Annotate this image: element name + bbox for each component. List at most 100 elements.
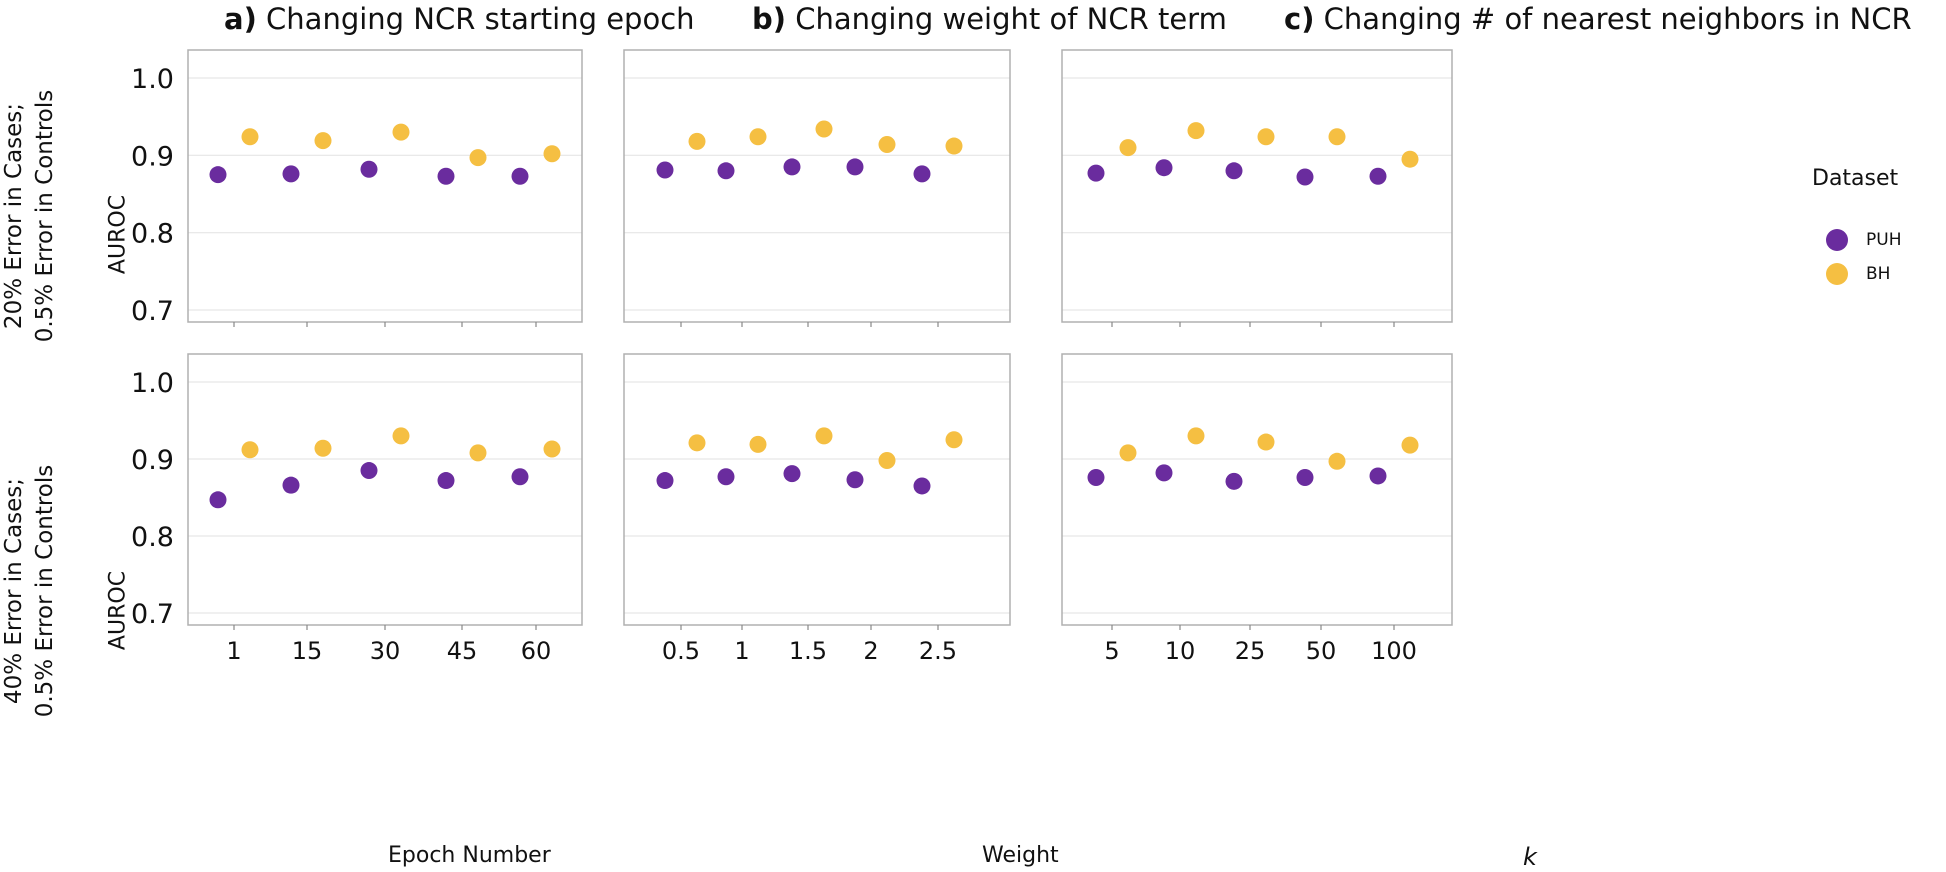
panel-c-row2-point-puh-50 [1296, 468, 1314, 486]
panel-b-row1-point-puh-1.5 [783, 158, 801, 176]
panel-c-row2-xtick-label-10: 10 [1165, 637, 1196, 665]
panel-b-row2-point-puh-0.5 [656, 472, 674, 490]
panel-b-row1-point-bh-1.5 [815, 120, 833, 138]
panel-b-row1-point-puh-0.5 [656, 161, 674, 179]
panel-a-row2-ytick-label-1.0: 1.0 [131, 368, 174, 399]
panel-c-row1-point-bh-100 [1401, 150, 1419, 168]
panel-a-row1-point-bh-1 [241, 128, 259, 146]
panel-c-row1-point-puh-50 [1296, 168, 1314, 186]
panel-a-row2-point-bh-45 [469, 444, 487, 462]
panel-a-row1-point-bh-30 [392, 123, 410, 141]
panel-c-row2-point-puh-10 [1155, 464, 1173, 482]
panel-a-prefix: a) [224, 2, 257, 36]
panel-c-row2-frame [1061, 353, 1453, 626]
panel-c-row1-point-bh-5 [1119, 139, 1137, 157]
panel-c-row1-point-bh-50 [1328, 128, 1346, 146]
panel-c-row2-point-bh-10 [1187, 427, 1205, 445]
panel-c-row1-point-puh-5 [1087, 164, 1105, 182]
panel-a-row2-xtick-label-1: 1 [226, 637, 241, 665]
panel-a-row2-point-puh-60 [511, 468, 529, 486]
panel-b-row2-xtick-label-0.5: 0.5 [662, 637, 700, 665]
panel-a-row2-ytick-label-0.7: 0.7 [131, 599, 174, 630]
panel-b-row1-point-puh-2.5 [913, 165, 931, 183]
panel-c-row1-point-puh-10 [1155, 159, 1173, 177]
panel-b-row2-xtick-label-1: 1 [734, 637, 749, 665]
panel-c-row1-point-puh-25 [1225, 162, 1243, 180]
panel-b-xlabel: Weight [982, 843, 1059, 868]
panel-c-row1-point-bh-25 [1257, 128, 1275, 146]
panel-b-row2-point-puh-1 [717, 468, 735, 486]
panel-a-row2-point-puh-15 [282, 476, 300, 494]
panel-a-row1-point-bh-45 [469, 149, 487, 167]
panel-c-row1-point-puh-100 [1369, 167, 1387, 185]
panel-c-row2-point-puh-5 [1087, 468, 1105, 486]
legend-title: Dataset [1812, 166, 1899, 191]
panel-a-row2-point-bh-30 [392, 427, 410, 445]
panel-c-row2-xtick-label-50: 50 [1306, 637, 1337, 665]
panel-a-row2-ytick-label-0.9: 0.9 [131, 445, 174, 476]
panel-a-row2-point-bh-15 [314, 439, 332, 457]
panel-b-title-text: Changing weight of NCR term [795, 2, 1227, 36]
panel-a-title-text: Changing NCR starting epoch [266, 2, 695, 36]
panel-c-row2-point-bh-25 [1257, 433, 1275, 451]
panel-c-row2-xtick-label-5: 5 [1104, 637, 1119, 665]
panel-a-row2-point-bh-1 [241, 441, 259, 459]
panel-a-row1-ytick-label-0.9: 0.9 [131, 141, 174, 172]
panel-a-row1-frame [187, 49, 583, 323]
panel-c-row2-xtick-label-100: 100 [1371, 637, 1417, 665]
panel-a-row1-point-puh-60 [511, 167, 529, 185]
legend-bh-label: BH [1866, 264, 1891, 284]
panel-b-prefix: b) [752, 2, 787, 36]
panel-b-row2-point-puh-2 [846, 471, 864, 489]
panel-b-row2-xtick-label-2: 2 [863, 637, 878, 665]
panel-a-row1-ytick-label-0.8: 0.8 [131, 219, 174, 250]
panel-a-row1-ytick-label-1.0: 1.0 [131, 64, 174, 95]
panel-b-row1-point-bh-0.5 [688, 132, 706, 150]
panel-a-row1-point-puh-45 [437, 167, 455, 185]
panel-b-row1-point-bh-2.5 [945, 137, 963, 155]
panel-b-row1-point-puh-2 [846, 158, 864, 176]
panel-b-row2-point-puh-2.5 [913, 477, 931, 495]
panel-b-row2-point-puh-1.5 [783, 465, 801, 483]
panel-a-row2-xtick-label-15: 15 [292, 637, 323, 665]
panel-b-row2-point-bh-1 [749, 435, 767, 453]
panel-b-row1-point-bh-1 [749, 128, 767, 146]
panel-a-row1-point-puh-15 [282, 165, 300, 183]
panel-a-row1-ytick-label-0.7: 0.7 [131, 296, 174, 327]
panel-a-row2-point-bh-60 [543, 440, 561, 458]
panel-a-row1-point-puh-30 [360, 160, 378, 178]
panel-b-row2-point-bh-2.5 [945, 431, 963, 449]
panel-a-row2-point-puh-30 [360, 462, 378, 480]
panel-a-xlabel: Epoch Number [388, 843, 551, 868]
panel-c-row2-point-bh-50 [1328, 452, 1346, 470]
legend-puh-label: PUH [1866, 230, 1902, 250]
legend-puh-marker [1826, 229, 1848, 251]
panel-c-row1-point-bh-10 [1187, 122, 1205, 140]
panel-a-row2-ytick-label-0.8: 0.8 [131, 522, 174, 553]
panel-a-row1-point-bh-60 [543, 145, 561, 163]
panel-c-row2-point-bh-5 [1119, 444, 1137, 462]
panel-a-row2-frame [187, 353, 583, 626]
panel-c-title-text: Changing # of nearest neighbors in NCR [1323, 2, 1912, 36]
panel-b-row2-point-bh-1.5 [815, 427, 833, 445]
panel-c-row2-point-bh-100 [1401, 436, 1419, 454]
panel-b-row2-point-bh-0.5 [688, 434, 706, 452]
panel-a-title: a) Changing NCR starting epoch [224, 2, 695, 36]
panel-a-row2-xtick-label-60: 60 [521, 637, 552, 665]
panel-b-row1-point-puh-1 [717, 162, 735, 180]
panel-c-row2-xtick-label-25: 25 [1235, 637, 1266, 665]
panel-b-title: b) Changing weight of NCR term [752, 2, 1227, 36]
panel-a-row2-point-puh-1 [209, 491, 227, 509]
panel-b-row2-frame [623, 353, 1011, 626]
panel-a-row1-point-puh-1 [209, 166, 227, 184]
panel-b-row1-frame [623, 49, 1011, 323]
panel-a-row1-point-bh-15 [314, 132, 332, 150]
panel-c-xlabel: k [1523, 843, 1537, 871]
panel-a-row2-point-puh-45 [437, 472, 455, 490]
panel-c-title: c) Changing # of nearest neighbors in NC… [1284, 2, 1912, 36]
panel-a-row2-xtick-label-30: 30 [370, 637, 401, 665]
panel-b-row2-point-bh-2 [878, 452, 896, 470]
panel-b-row1-point-bh-2 [878, 136, 896, 154]
panel-c-row2-point-puh-100 [1369, 467, 1387, 485]
